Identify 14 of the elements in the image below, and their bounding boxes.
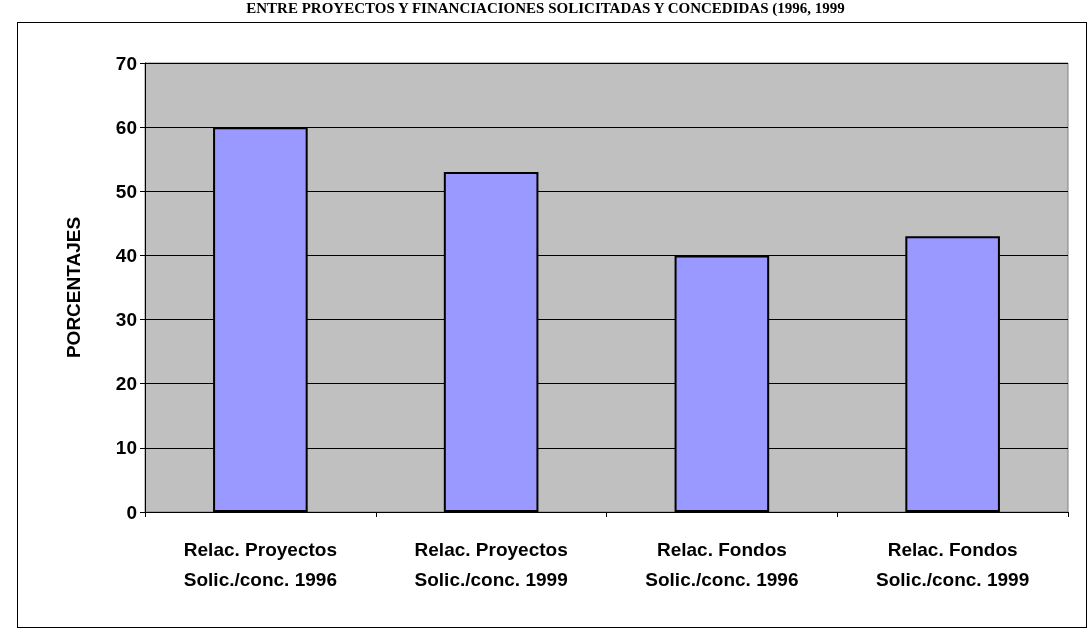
- y-tick-label: 50: [115, 180, 137, 202]
- x-tick-label: Relac. Proyectos Solic./conc. 1996: [183, 538, 337, 590]
- y-tick-label: 30: [115, 309, 137, 331]
- y-tick-label: 70: [115, 52, 137, 74]
- x-tick-label: Relac. Fondos Solic./conc. 1999: [876, 538, 1030, 590]
- y-tick-label: 0: [126, 501, 137, 523]
- x-tick-label: Relac. Fondos Solic./conc. 1996: [645, 538, 799, 590]
- chart-title: ENTRE PROYECTOS Y FINANCIACIONES SOLICITADAS Y CONCEDIDAS (1996, 1999: [245, 0, 846, 17]
- x-tick-label: Relac. Proyectos Solic./conc. 1999: [414, 538, 568, 590]
- y-tick-label: 10: [115, 437, 137, 459]
- y-tick-label: 40: [115, 244, 137, 266]
- y-tick-label: 20: [115, 373, 137, 395]
- y-axis-title: PORCENTAJES: [63, 216, 84, 359]
- y-tick-label: 60: [115, 116, 137, 138]
